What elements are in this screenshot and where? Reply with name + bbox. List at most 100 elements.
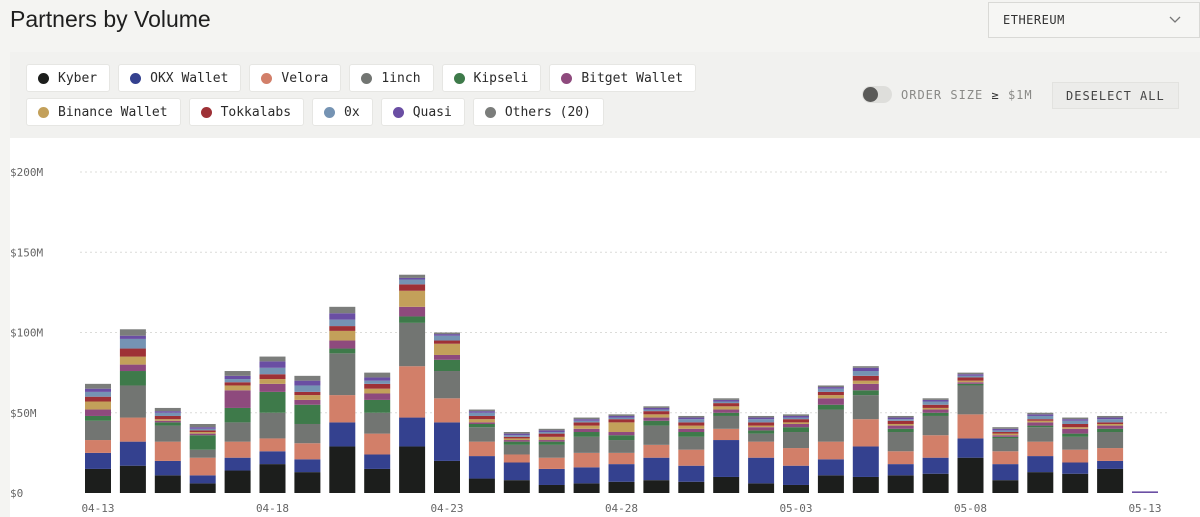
- legend-item-tokkalabs[interactable]: Tokkalabs: [188, 98, 305, 126]
- bar-segment: [748, 415, 775, 418]
- bar-segment: [748, 433, 775, 442]
- bar-segment: [85, 452, 111, 469]
- bar-segment: [538, 441, 565, 445]
- bar-segment: [119, 338, 146, 349]
- legend-item-velora[interactable]: Velora: [249, 64, 342, 92]
- bar-segment: [294, 459, 321, 473]
- legend-label: Tokkalabs: [220, 104, 292, 120]
- deselect-all-button[interactable]: DESELECT ALL: [1052, 82, 1179, 109]
- legend-swatch: [200, 106, 212, 118]
- bar-segment: [503, 433, 530, 436]
- bar-segment: [364, 377, 391, 381]
- bar-segment: [224, 407, 251, 423]
- bar-segment: [399, 446, 426, 493]
- legend-item-0x[interactable]: 0x: [312, 98, 373, 126]
- bar-segment: [399, 290, 426, 307]
- bar-segment: [399, 316, 426, 323]
- bar-segment: [783, 422, 809, 424]
- bar-segment: [1097, 460, 1124, 469]
- bar-segment: [119, 348, 146, 357]
- bar-segment: [329, 326, 356, 331]
- bar-segment: [154, 419, 181, 421]
- bar-segment: [259, 412, 286, 439]
- bar-segment: [922, 398, 949, 400]
- bar-segment: [259, 374, 286, 380]
- bar-segment: [678, 415, 705, 418]
- legend-label: Bitget Wallet: [581, 70, 684, 86]
- legend-swatch: [324, 106, 336, 118]
- bar-segment: [1027, 419, 1054, 421]
- bar-segment: [224, 457, 251, 471]
- legend-item-others-20[interactable]: Others (20): [472, 98, 604, 126]
- bar-segment: [573, 452, 600, 468]
- bar-segment: [992, 427, 1019, 429]
- y-tick-label: $100M: [10, 327, 43, 340]
- bar-segment: [538, 436, 565, 441]
- bar-segment: [1097, 419, 1124, 423]
- bar-segment: [783, 427, 809, 432]
- bar-segment: [503, 441, 530, 445]
- legend-item-okx-wallet[interactable]: OKX Wallet: [118, 64, 242, 92]
- bar-segment: [1097, 422, 1124, 424]
- bar-segment: [643, 420, 670, 426]
- legend-item-1inch[interactable]: 1inch: [349, 64, 434, 92]
- legend-label: OKX Wallet: [150, 70, 229, 86]
- legend-item-quasi[interactable]: Quasi: [380, 98, 465, 126]
- bar-segment: [294, 423, 321, 444]
- bar-segment: [678, 436, 705, 450]
- bar-segment: [119, 356, 146, 365]
- bar-segment: [1097, 432, 1124, 449]
- bar-segment: [364, 388, 391, 394]
- bar-segment: [85, 401, 111, 410]
- bar-segment: [538, 468, 565, 485]
- bar-segment: [852, 380, 879, 384]
- bar-segment: [85, 391, 111, 397]
- bar-segment: [643, 409, 670, 412]
- chevron-down-icon: [1169, 16, 1181, 23]
- bar-segment: [154, 412, 181, 416]
- bar-segment: [434, 340, 460, 344]
- bar-segment: [154, 425, 181, 442]
- bar-segment: [957, 382, 984, 384]
- legend-item-binance-wallet[interactable]: Binance Wallet: [26, 98, 181, 126]
- bar-segment: [329, 306, 356, 314]
- legend-item-kyber[interactable]: Kyber: [26, 64, 111, 92]
- legend-item-bitget-wallet[interactable]: Bitget Wallet: [549, 64, 697, 92]
- legend-label: Quasi: [412, 104, 452, 120]
- bar-segment: [992, 451, 1019, 465]
- order-size-value: $1M: [1007, 87, 1033, 102]
- bar-segment: [85, 415, 111, 421]
- legend-label: Kyber: [58, 70, 98, 86]
- bar-segment: [468, 423, 495, 428]
- bar-segment: [643, 417, 670, 421]
- bar-segment: [189, 428, 216, 431]
- bar-segment: [189, 430, 216, 432]
- bar-segment: [957, 414, 984, 439]
- y-tick-label: $50M: [10, 407, 37, 420]
- toggle-knob: [863, 87, 878, 102]
- order-size-filter: ORDER SIZE ≥ $1M: [862, 86, 1033, 103]
- bar-segment: [608, 440, 635, 453]
- bar-segment: [85, 409, 111, 416]
- legend-label: 0x: [344, 104, 360, 120]
- legend-row: Binance Wallet Tokkalabs 0x Quasi Others (20…: [26, 98, 604, 126]
- bar-segment: [852, 476, 879, 493]
- bar-segment: [259, 361, 286, 368]
- bar-segment: [259, 391, 286, 413]
- order-size-toggle[interactable]: [862, 86, 892, 103]
- bar-segment: [434, 460, 460, 493]
- stacked-bar-chart: $0 $50M $100M $150M $200M 04-13 04-18 04-23 04-2…: [10, 166, 1168, 515]
- bar-segment: [434, 422, 460, 461]
- bar-segment: [573, 483, 600, 493]
- bar-segment: [887, 420, 914, 424]
- bar-segment: [922, 401, 949, 405]
- legend-item-kipseli[interactable]: Kipseli: [441, 64, 542, 92]
- bar-segment: [783, 448, 809, 466]
- bar-segment: [294, 375, 321, 381]
- bar-segment: [434, 359, 460, 372]
- chain-select[interactable]: ETHEREUM: [988, 2, 1200, 38]
- bar-segment: [608, 464, 635, 482]
- bar-segment: [922, 415, 949, 436]
- bar-segment: [817, 395, 844, 399]
- bar-segment: [119, 465, 146, 493]
